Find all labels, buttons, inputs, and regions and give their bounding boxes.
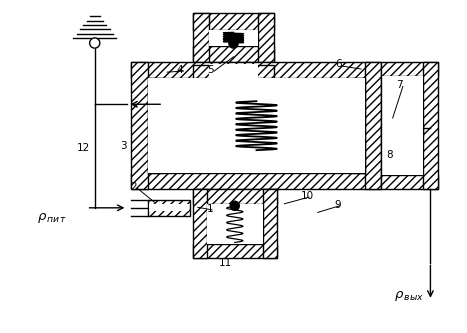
Bar [382,62,438,76]
Bar [262,189,277,258]
Bar [382,175,438,189]
Text: 5: 5 [207,65,214,75]
Bar [132,62,382,78]
Text: 11: 11 [219,258,233,268]
Bar [249,78,263,173]
Bar [249,78,263,173]
Bar [148,200,190,216]
Bar [382,125,423,137]
Text: $\rho_{\mathit{\,вых}}$: $\rho_{\mathit{\,вых}}$ [394,289,425,303]
Bar [351,78,365,173]
Bar [423,62,438,189]
Bar [207,204,262,244]
Bar [193,13,274,30]
Text: 3: 3 [120,141,127,151]
Text: 7: 7 [396,80,403,90]
Bar [258,13,274,62]
Bar [193,13,274,30]
Bar [162,88,351,99]
Bar [382,125,423,137]
Bar [132,62,148,189]
Bar [162,153,351,164]
Bar [193,189,277,204]
Bar [193,189,277,204]
Bar [382,62,438,76]
Bar [148,78,162,173]
Bar [162,88,351,99]
Bar [132,62,148,189]
Bar [258,13,274,62]
Text: 2: 2 [131,182,137,192]
Text: 12: 12 [77,143,90,153]
Bar [132,173,382,189]
Circle shape [229,39,238,48]
Bar [193,189,207,258]
Bar [162,153,351,164]
Text: 4: 4 [177,65,183,75]
Bar [193,244,277,258]
Bar [148,78,365,173]
Bar [382,76,423,175]
Text: 6: 6 [335,60,341,70]
Bar [351,78,365,173]
Bar [209,30,258,46]
Bar [193,46,274,62]
Bar [193,66,274,78]
Bar [209,64,258,78]
Bar [193,189,207,258]
Bar [148,200,190,216]
Text: 8: 8 [386,150,392,160]
Bar [262,189,277,258]
Bar [365,62,382,189]
Text: $\rho_{\mathit{\,пит}}$: $\rho_{\mathit{\,пит}}$ [37,210,67,224]
Bar [193,66,274,78]
Bar [132,173,382,189]
Circle shape [230,201,240,210]
Bar [193,13,209,62]
Bar [193,13,209,62]
Text: 9: 9 [335,200,341,210]
Bar [193,244,277,258]
Bar [193,46,274,62]
Bar [423,62,438,189]
Bar [162,78,351,173]
Text: 1: 1 [207,204,214,214]
Text: 10: 10 [301,190,314,200]
Bar [148,78,162,173]
Bar [149,204,189,211]
Bar [382,175,438,189]
Bar [365,62,382,189]
Circle shape [90,38,100,48]
Bar [132,62,382,78]
